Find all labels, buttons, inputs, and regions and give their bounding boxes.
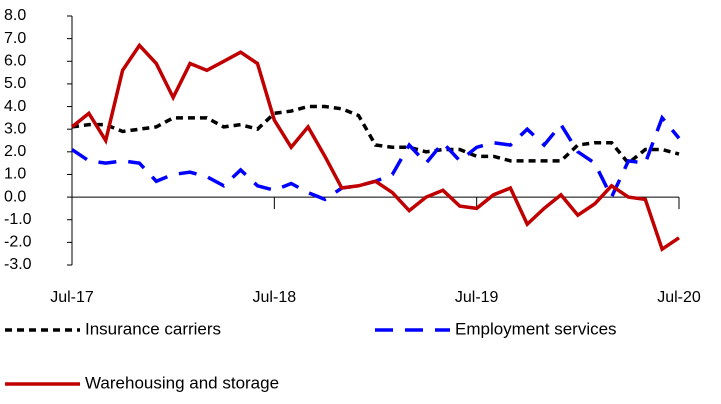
y-tick-label: 2.0	[4, 143, 26, 160]
y-tick-label: 8.0	[4, 7, 26, 24]
x-tick-label: Jul-20	[657, 289, 701, 306]
x-tick-label: Jul-17	[50, 289, 94, 306]
y-tick-label: 4.0	[4, 98, 26, 115]
x-tick-label: Jul-19	[455, 289, 499, 306]
series-line	[71, 114, 681, 202]
y-tick-label: 1.0	[4, 166, 26, 183]
x-tick-label: Jul-18	[253, 289, 297, 306]
y-tick-label: -3.0	[4, 256, 32, 273]
series-line	[71, 104, 680, 166]
legend-label: Employment services	[455, 319, 617, 338]
y-tick-label: 5.0	[4, 75, 26, 92]
y-tick-label: -2.0	[4, 234, 32, 251]
y-tick-label: 0.0	[4, 188, 26, 205]
y-tick-label: 7.0	[4, 30, 26, 47]
y-tick-label: 3.0	[4, 120, 26, 137]
series-line	[70, 42, 680, 252]
legend-label: Insurance carriers	[85, 319, 221, 338]
legend-label: Warehousing and storage	[85, 373, 279, 392]
y-tick-label: 6.0	[4, 52, 26, 69]
y-tick-label: -1.0	[4, 211, 32, 228]
